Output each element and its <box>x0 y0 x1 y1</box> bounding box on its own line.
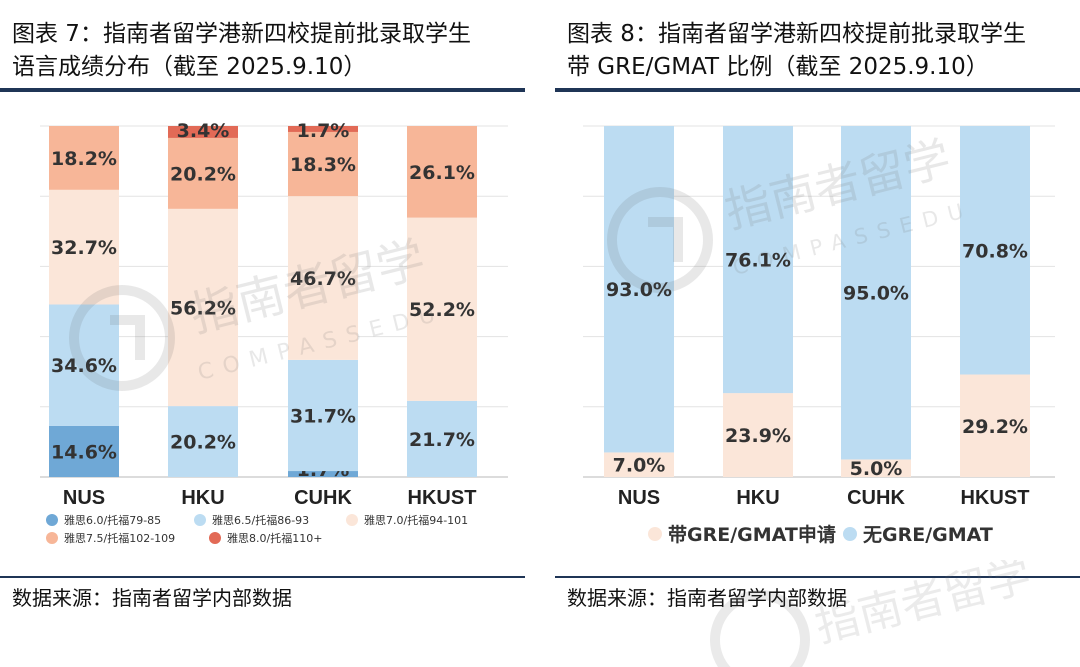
legend-marker <box>346 514 358 526</box>
data-label: 32.7% <box>51 237 117 259</box>
language-score-chart: 14.6% 34.6% 32.7% 18.2% NUS 20.2% 56.2% 20.2% 3.… <box>40 120 508 545</box>
bar-segment <box>288 471 358 477</box>
figure-7-panel: 图表 7：指南者留学港新四校提前批录取学生 语言成绩分布（截至 2025.9.1… <box>0 0 525 667</box>
x-tick-label: HKUST <box>408 487 477 509</box>
figure-8-panel: 图表 8：指南者留学港新四校提前批录取学生 带 GRE/GMAT 比例（截至 2… <box>555 0 1080 667</box>
source-rule <box>0 576 525 578</box>
x-tick-label: HKUST <box>961 487 1030 509</box>
legend-label: 雅思7.0/托福94-101 <box>364 513 468 527</box>
legend-label: 无GRE/GMAT <box>863 524 993 546</box>
x-tick-label: HKU <box>181 487 224 509</box>
data-label: 14.6% <box>51 441 117 463</box>
bar-segment <box>168 126 238 138</box>
data-label: 18.2% <box>51 148 117 170</box>
legend-marker <box>843 527 857 541</box>
legend-marker <box>46 532 58 544</box>
bar-segment <box>841 126 911 460</box>
bar-segment <box>407 126 477 218</box>
legend-label: 雅思7.5/托福102-109 <box>64 531 175 545</box>
figure-7-title: 图表 7：指南者留学港新四校提前批录取学生 语言成绩分布（截至 2025.9.1… <box>12 21 471 80</box>
title-rule <box>0 88 525 92</box>
data-label: 56.2% <box>170 297 236 319</box>
data-label: 70.8% <box>962 240 1028 262</box>
bar-segment <box>604 126 674 453</box>
data-label: 23.9% <box>725 425 791 447</box>
data-label: 93.0% <box>606 279 672 301</box>
data-label: 5.0% <box>850 458 903 480</box>
bar-segment <box>960 126 1030 375</box>
figure-7-source: 数据来源：指南者留学内部数据 <box>12 586 292 610</box>
bar-segment <box>49 304 119 426</box>
bar-segment <box>49 189 119 305</box>
data-label: 29.2% <box>962 416 1028 438</box>
x-tick-label: NUS <box>63 487 105 509</box>
x-tick-label: NUS <box>618 487 660 509</box>
bar-segment <box>723 126 793 394</box>
data-label: 26.1% <box>409 162 475 184</box>
data-label: 7.0% <box>613 455 666 477</box>
data-label: 46.7% <box>290 268 356 290</box>
bar-segment <box>168 137 238 209</box>
data-label: 18.3% <box>290 154 356 176</box>
figure-8-title: 图表 8：指南者留学港新四校提前批录取学生 带 GRE/GMAT 比例（截至 2… <box>567 21 1026 80</box>
legend-marker <box>46 514 58 526</box>
data-label: 20.2% <box>170 163 236 185</box>
legend-label: 带GRE/GMAT申请 <box>668 523 836 546</box>
legend-label: 雅思8.0/托福110+ <box>227 531 322 545</box>
data-label: 21.7% <box>409 429 475 451</box>
legend-marker <box>209 532 221 544</box>
figure-8-source: 数据来源：指南者留学内部数据 <box>567 586 847 610</box>
bar-segment <box>49 425 119 477</box>
data-label: 1.7% <box>297 120 350 142</box>
bar-segment <box>288 196 358 360</box>
bar-segment <box>960 374 1030 477</box>
bar-segment <box>288 131 358 197</box>
bar-segment <box>288 126 358 132</box>
legend-label: 雅思6.0/托福79-85 <box>64 513 161 527</box>
legend-marker <box>648 527 662 541</box>
data-label: 3.4% <box>177 120 230 142</box>
legend-label: 雅思6.5/托福86-93 <box>212 513 309 527</box>
x-tick-label: CUHK <box>847 487 905 509</box>
bar-segment <box>723 393 793 477</box>
bar-segment <box>288 359 358 472</box>
gre-gmat-chart: 7.0% 93.0% NUS 23.9% 76.1% HKU 5.0% 95.0% CUHK 29… <box>583 125 1055 546</box>
data-label: 76.1% <box>725 250 791 272</box>
bar-segment <box>168 406 238 477</box>
source-rule <box>555 576 1080 578</box>
bar-segment <box>407 217 477 401</box>
bar-segment <box>841 459 911 477</box>
x-tick-label: HKU <box>736 487 779 509</box>
data-label: 95.0% <box>843 283 909 305</box>
bar-segment <box>407 400 477 477</box>
data-label: 20.2% <box>170 432 236 454</box>
title-rule <box>555 88 1080 92</box>
x-tick-label: CUHK <box>294 487 352 509</box>
bar-segment <box>604 452 674 477</box>
bar-segment <box>49 126 119 190</box>
data-label: 52.2% <box>409 299 475 321</box>
bar-segment <box>168 208 238 407</box>
data-label: 34.6% <box>51 355 117 377</box>
data-label: 31.7% <box>290 405 356 427</box>
legend-marker <box>194 514 206 526</box>
